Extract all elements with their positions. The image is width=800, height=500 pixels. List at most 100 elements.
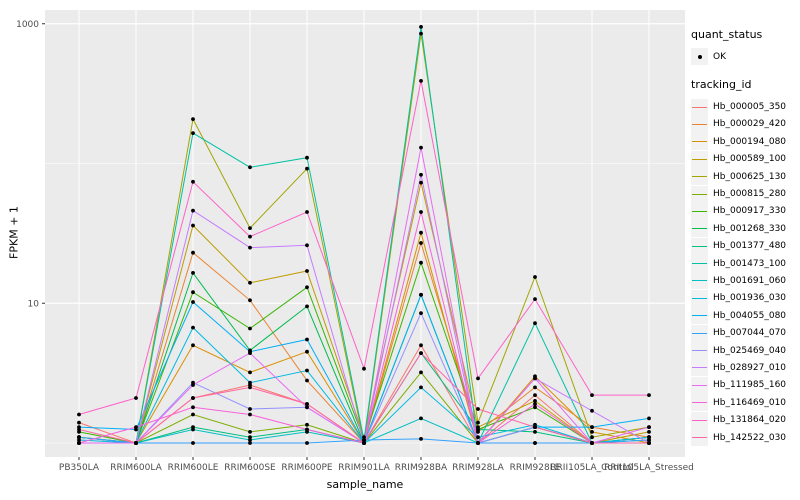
data-point [305, 378, 309, 383]
data-point [362, 438, 366, 442]
series-color-swatch [691, 429, 708, 446]
series-color-swatch [691, 342, 708, 360]
data-point [419, 437, 423, 441]
data-point [647, 416, 651, 421]
data-point [419, 241, 423, 245]
legend-item-label: Hb_025469_040 [713, 345, 787, 356]
data-point [590, 408, 594, 413]
data-point [305, 337, 309, 342]
legend-item-label: Hb_000917_330 [713, 206, 787, 217]
series-line-icon [692, 297, 707, 299]
series-color-swatch [691, 376, 708, 394]
data-point [362, 441, 366, 445]
data-point [305, 441, 309, 445]
data-point [191, 396, 195, 400]
series-line-icon [692, 210, 707, 212]
series-color-swatch [691, 255, 708, 273]
series-color-swatch [691, 168, 708, 186]
series-line-icon [692, 228, 707, 230]
legend-item: Hb_000625_130 [691, 168, 799, 186]
series-color-swatch [691, 150, 708, 168]
legend-item-label: Hb_111985_160 [713, 380, 787, 391]
data-point [248, 438, 252, 442]
data-point [305, 166, 309, 171]
x-tick-label: RRIM928BA [395, 463, 448, 473]
series-line-icon [692, 384, 707, 386]
legend-item: Hb_131864_020 [691, 411, 799, 429]
legend-item-label: Hb_001377_480 [713, 241, 787, 252]
legend-item-label: Hb_131864_020 [713, 415, 787, 426]
data-point [134, 441, 138, 445]
series-line-icon [692, 280, 707, 282]
data-point [419, 385, 423, 390]
data-point [248, 370, 252, 375]
series-line-icon [692, 123, 707, 125]
data-point [647, 438, 651, 442]
data-point [191, 250, 195, 255]
x-tick-label: RRIM901LA [338, 463, 390, 473]
legend-item-label: Hb_000815_280 [713, 189, 787, 200]
data-point [476, 441, 480, 445]
legend-item: Hb_000589_100 [691, 150, 799, 168]
series-color-swatch [691, 307, 708, 325]
series-line-icon [692, 315, 707, 317]
data-point [248, 245, 252, 250]
data-point [647, 425, 651, 429]
x-axis-title: sample_name [326, 478, 404, 491]
data-point [248, 226, 252, 231]
data-point [248, 385, 252, 390]
series-line-icon [692, 402, 707, 404]
data-point [476, 427, 480, 432]
data-point [476, 420, 480, 425]
data-point [590, 425, 594, 429]
series-line-icon [692, 106, 707, 108]
data-point [191, 383, 195, 387]
data-point [305, 285, 309, 290]
legend-item-label: Hb_000005_350 [713, 102, 787, 113]
data-point [134, 425, 138, 429]
data-point [476, 435, 480, 440]
data-point [533, 376, 537, 381]
legend-item: Hb_007044_070 [691, 324, 799, 342]
data-point [248, 430, 252, 434]
legend-item: Hb_004055_080 [691, 307, 799, 325]
series-color-swatch [691, 359, 708, 377]
data-point [419, 260, 423, 265]
x-tick-label: RRIM600PE [281, 463, 333, 473]
series-color-swatch [691, 133, 708, 151]
legend-item: Hb_000194_080 [691, 133, 799, 151]
legend-item-label: Hb_116469_010 [713, 397, 787, 408]
data-point [533, 297, 537, 301]
series-line-icon [692, 176, 707, 178]
series-line-icon [692, 158, 707, 160]
data-point [77, 435, 81, 440]
data-point [419, 311, 423, 315]
legend-panel: quant_status OK tracking_id Hb_000005_35… [691, 28, 799, 446]
data-point [590, 441, 594, 445]
legend-title-quant-status: quant_status [691, 28, 763, 41]
data-point [533, 425, 537, 429]
x-tick-label: RRIM600LA [110, 463, 162, 473]
data-point [419, 31, 423, 36]
data-point [419, 416, 423, 421]
data-point [248, 380, 252, 385]
data-point [419, 292, 423, 297]
legend-item: Hb_001377_480 [691, 237, 799, 255]
legend-item: Hb_000815_280 [691, 185, 799, 203]
data-point [419, 343, 423, 348]
x-tick-label: RRIM928LA [452, 463, 504, 473]
data-point [305, 269, 309, 273]
series-line-icon [692, 245, 707, 247]
series-color-swatch [691, 324, 708, 342]
legend-item: Hb_001936_030 [691, 289, 799, 307]
series-line-icon [692, 332, 707, 334]
series-color-swatch [691, 98, 708, 116]
data-point [533, 430, 537, 434]
data-point [77, 420, 81, 425]
legend-item-label: Hb_000029_420 [713, 119, 787, 130]
data-point [362, 435, 366, 440]
data-point [533, 399, 537, 403]
y-tick-label: 1000 [16, 20, 39, 30]
data-point [305, 210, 309, 214]
